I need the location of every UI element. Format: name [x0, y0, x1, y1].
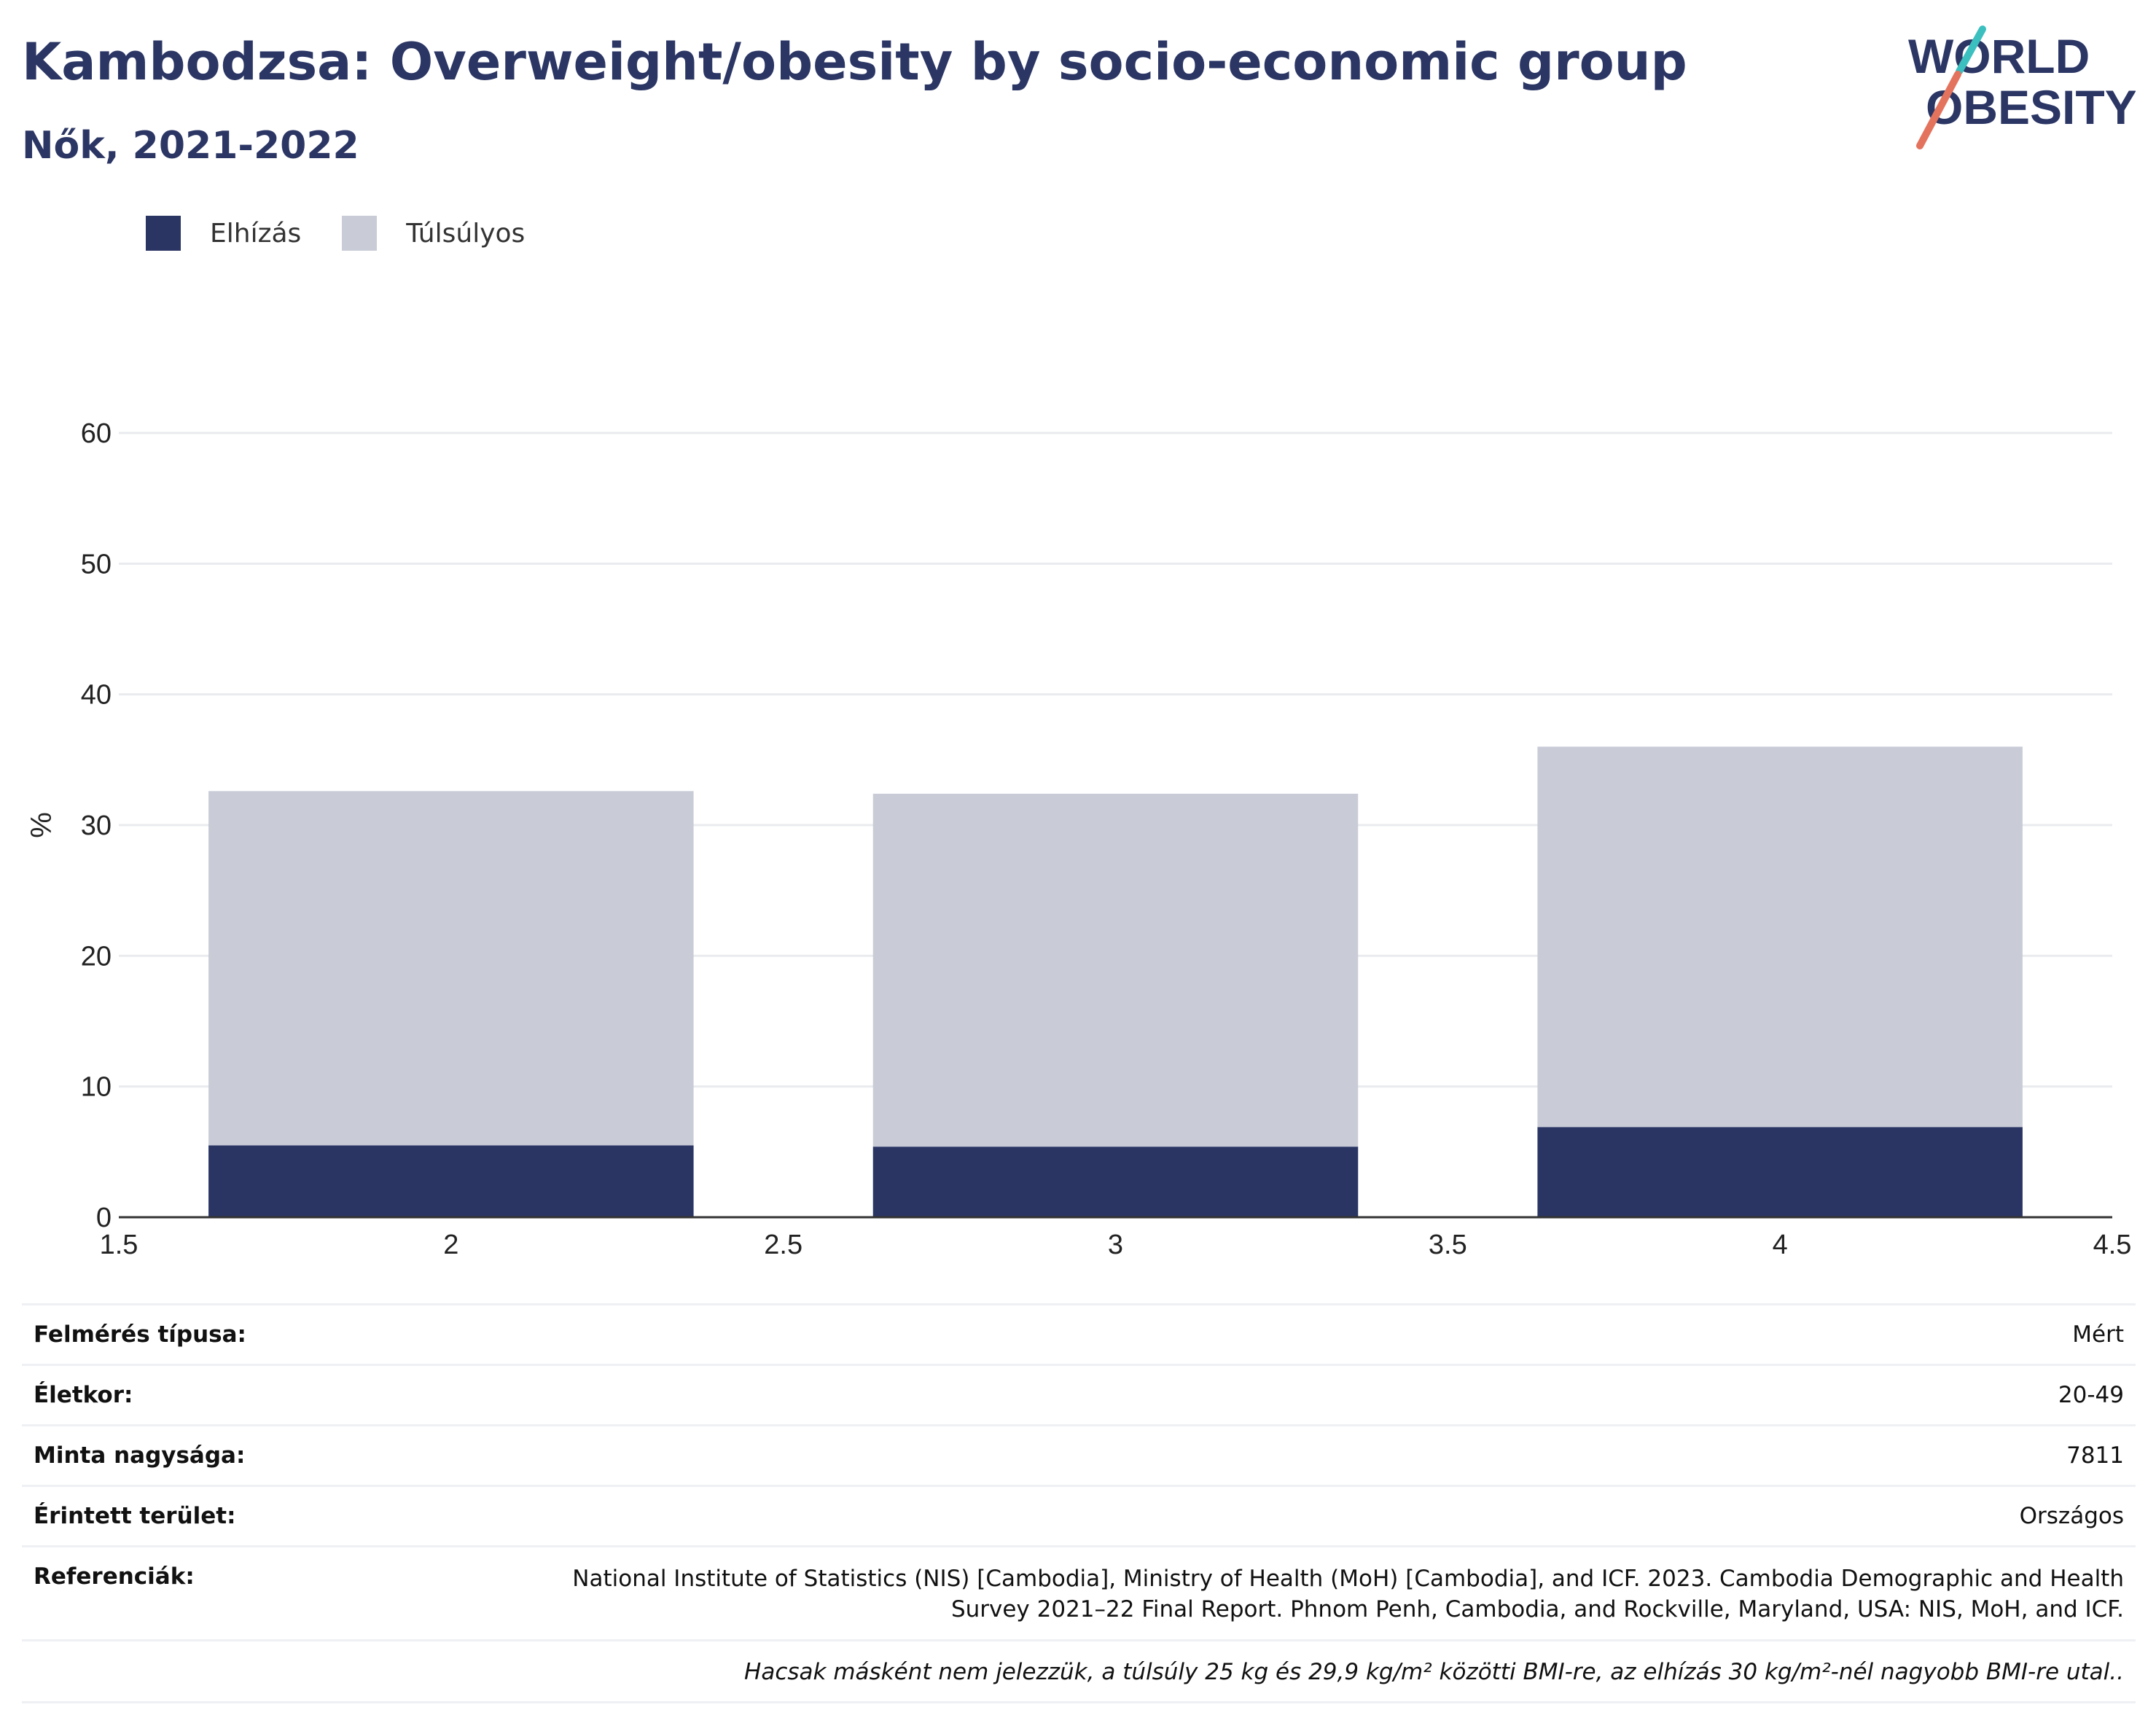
y-tick-label: 60 — [81, 418, 112, 449]
x-tick-label: 4.5 — [2093, 1230, 2132, 1260]
sample-size-value: 7811 — [2066, 1442, 2124, 1469]
bar-obesity — [872, 1147, 1359, 1217]
sample-size-label: Minta nagysága: — [34, 1442, 246, 1469]
x-tick-label: 1.5 — [100, 1230, 138, 1260]
age-value: 20-49 — [2058, 1382, 2124, 1408]
x-tick-label: 2 — [443, 1230, 458, 1260]
bar-overweight — [208, 791, 694, 1146]
logo-line-2: OBESITY — [1926, 80, 2136, 134]
area-value: Országos — [2019, 1503, 2124, 1529]
age-label: Életkor: — [34, 1382, 133, 1408]
info-row-references: Referenciák: National Institute of Stati… — [22, 1545, 2136, 1639]
chart-title: Kambodzsa: Overweight/obesity by socio-e… — [22, 32, 1687, 92]
x-tick-label: 4 — [1773, 1230, 1788, 1260]
bar-overweight — [1537, 746, 2023, 1128]
bar-overweight — [872, 793, 1359, 1147]
chart-legend: Elhízás Túlsúlyos — [146, 216, 566, 251]
references-label: Referenciák: — [34, 1563, 195, 1590]
world-obesity-logo: WORLD OBESITY — [1908, 26, 2136, 149]
info-row-area: Érintett terület: Országos — [22, 1485, 2136, 1545]
legend-item-obesity[interactable]: Elhízás — [146, 216, 301, 251]
y-axis-label: % — [26, 812, 58, 838]
x-tick-label: 3 — [1108, 1230, 1123, 1260]
references-value: National Institute of Statistics (NIS) [… — [572, 1566, 2124, 1622]
y-tick-label: 0 — [96, 1203, 112, 1233]
x-tick-label: 3.5 — [1429, 1230, 1467, 1260]
x-tick-label: 2.5 — [764, 1230, 802, 1260]
info-row-survey-type: Felmérés típusa: Mért — [22, 1303, 2136, 1364]
survey-type-label: Felmérés típusa: — [34, 1321, 246, 1348]
y-tick-label: 40 — [81, 680, 112, 711]
chart-subtitle: Nők, 2021-2022 — [22, 124, 359, 168]
bar-obesity — [1537, 1127, 2023, 1217]
bar-chart: 0 10 20 30 40 50 60% 1.5 2 2.5 3 3.5 4 4.5 — [26, 418, 2132, 1260]
legend-swatch-overweight — [342, 216, 378, 251]
legend-item-overweight[interactable]: Túlsúlyos — [342, 216, 525, 251]
survey-info-table: Felmérés típusa: Mért Életkor: 20-49 Min… — [22, 1303, 2136, 1703]
bar-obesity — [208, 1145, 694, 1217]
legend-swatch-obesity — [146, 216, 181, 251]
legend-label-overweight: Túlsúlyos — [406, 218, 526, 249]
y-tick-label: 10 — [81, 1072, 112, 1103]
area-label: Érintett terület: — [34, 1503, 236, 1529]
logo-line-1: WORLD — [1908, 29, 2090, 83]
info-row-sample-size: Minta nagysága: 7811 — [22, 1424, 2136, 1485]
y-tick-label: 30 — [81, 811, 112, 841]
y-tick-label: 20 — [81, 941, 112, 972]
info-row-age: Életkor: 20-49 — [22, 1364, 2136, 1424]
survey-type-value: Mért — [2072, 1321, 2124, 1348]
bmi-definition-note: Hacsak másként nem jelezzük, a túlsúly 2… — [22, 1639, 2136, 1703]
y-tick-label: 50 — [81, 549, 112, 579]
legend-label-obesity: Elhízás — [210, 218, 302, 249]
